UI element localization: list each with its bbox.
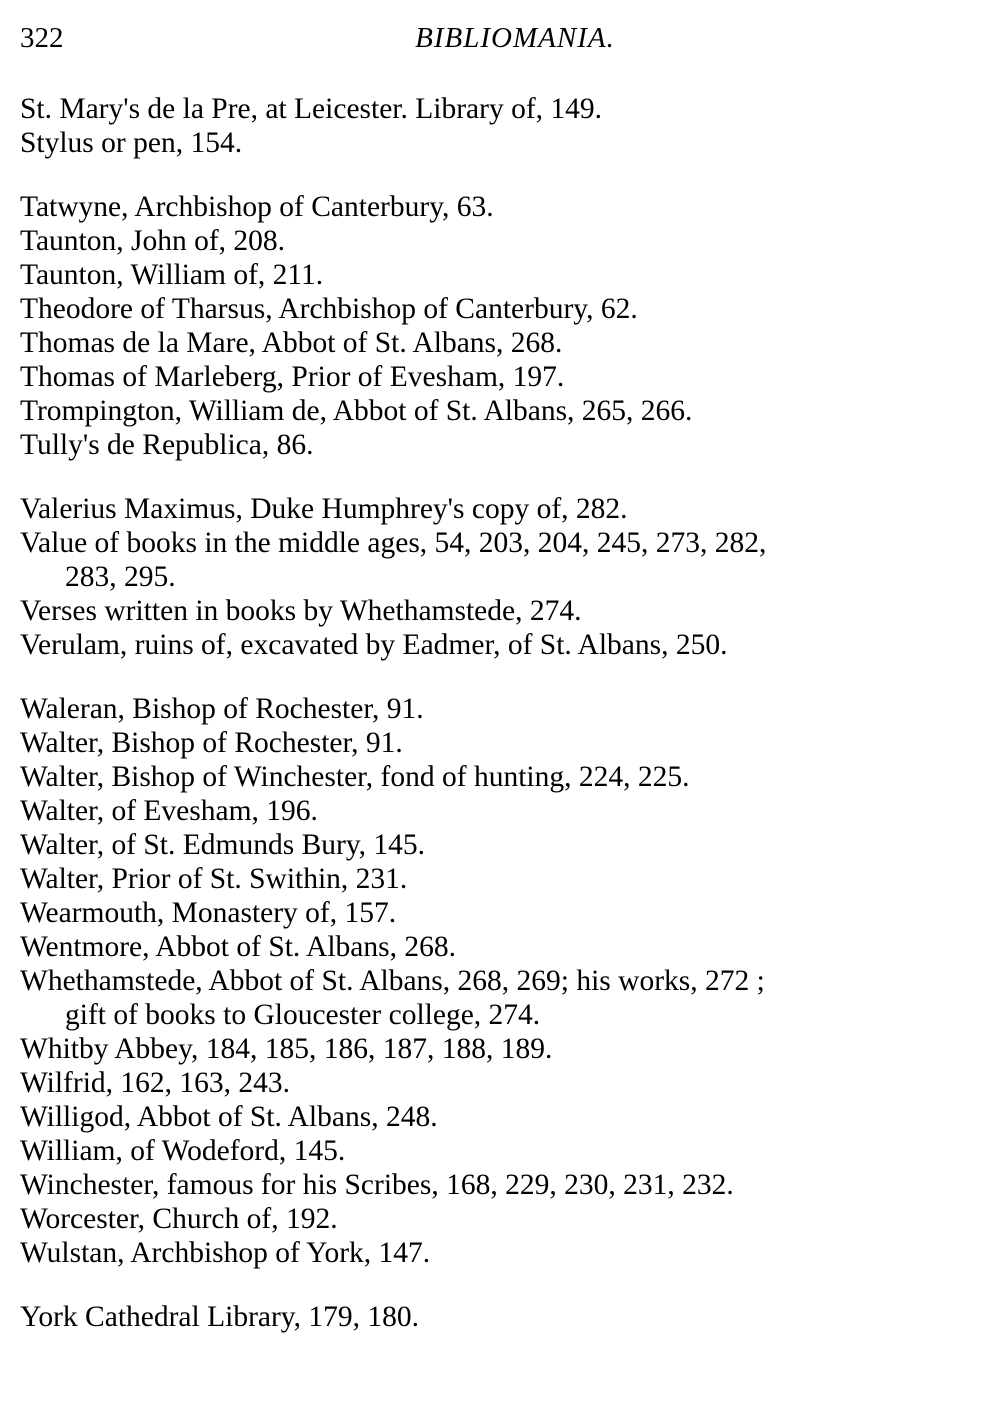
index-entry-line: Trompington, William de, Abbot of St. Al… — [20, 395, 693, 427]
index-entry-line: Thomas of Marleberg, Prior of Evesham, 1… — [20, 361, 565, 393]
index-entry-line: Wulstan, Archbishop of York, 147. — [20, 1237, 431, 1269]
index-entry: Tatwyne, Archbishop of Canterbury, 63. — [20, 190, 980, 224]
index-entry: Waleran, Bishop of Rochester, 91. — [20, 692, 980, 726]
index-entry: Tully's de Republica, 86. — [20, 428, 980, 462]
index-entry-line: Winchester, famous for his Scribes, 168,… — [20, 1169, 734, 1201]
index-entry: Taunton, John of, 208. — [20, 224, 980, 258]
index-entry-line: Stylus or pen, 154. — [20, 127, 243, 159]
index-entry-line: Waleran, Bishop of Rochester, 91. — [20, 693, 424, 725]
index-body: St. Mary's de la Pre, at Leicester. Libr… — [20, 92, 980, 1364]
index-entry: Verulam, ruins of, excavated by Eadmer, … — [20, 628, 980, 662]
index-entry-line: Willigod, Abbot of St. Albans, 248. — [20, 1101, 438, 1133]
index-entry-continuation: 283, 295. — [65, 561, 176, 593]
index-entry-line: Taunton, William of, 211. — [20, 259, 324, 291]
index-entry-line: Taunton, John of, 208. — [20, 225, 286, 257]
index-entry: Walter, of Evesham, 196. — [20, 794, 980, 828]
index-entry: St. Mary's de la Pre, at Leicester. Libr… — [20, 92, 980, 126]
index-entry-line: Wilfrid, 162, 163, 243. — [20, 1067, 291, 1099]
running-title: BIBLIOMANIA. — [415, 22, 615, 54]
index-entry: Walter, Bishop of Winchester, fond of hu… — [20, 760, 980, 794]
index-entry-line: Wearmouth, Monastery of, 157. — [20, 897, 397, 929]
index-entry: Thomas of Marleberg, Prior of Evesham, 1… — [20, 360, 980, 394]
index-entry-line: Whethamstede, Abbot of St. Albans, 268, … — [20, 965, 765, 997]
index-entry-line: Verulam, ruins of, excavated by Eadmer, … — [20, 629, 728, 661]
index-entry: Whethamstede, Abbot of St. Albans, 268, … — [20, 964, 980, 1032]
index-entry: Willigod, Abbot of St. Albans, 248. — [20, 1100, 980, 1134]
index-letter-group: York Cathedral Library, 179, 180. — [20, 1300, 980, 1334]
index-entry: Winchester, famous for his Scribes, 168,… — [20, 1168, 980, 1202]
index-letter-group: Valerius Maximus, Duke Humphrey's copy o… — [20, 492, 980, 662]
index-entry-line: Tatwyne, Archbishop of Canterbury, 63. — [20, 191, 494, 223]
page-header: 322 BIBLIOMANIA. — [20, 22, 980, 62]
index-entry-line: Thomas de la Mare, Abbot of St. Albans, … — [20, 327, 563, 359]
index-entry: Wearmouth, Monastery of, 157. — [20, 896, 980, 930]
index-entry: Trompington, William de, Abbot of St. Al… — [20, 394, 980, 428]
index-entry-line: Walter, Bishop of Winchester, fond of hu… — [20, 761, 690, 793]
index-entry-line: Wentmore, Abbot of St. Albans, 268. — [20, 931, 457, 963]
index-entry: Whitby Abbey, 184, 185, 186, 187, 188, 1… — [20, 1032, 980, 1066]
index-entry-line: William, of Wodeford, 145. — [20, 1135, 346, 1167]
index-entry: Verses written in books by Whethamstede,… — [20, 594, 980, 628]
index-letter-group: St. Mary's de la Pre, at Leicester. Libr… — [20, 92, 980, 160]
page-number: 322 — [20, 22, 64, 54]
index-entry-line: Walter, Prior of St. Swithin, 231. — [20, 863, 408, 895]
index-entry-line: Tully's de Republica, 86. — [20, 429, 314, 461]
index-entry: Stylus or pen, 154. — [20, 126, 980, 160]
index-entry: Walter, of St. Edmunds Bury, 145. — [20, 828, 980, 862]
index-entry: Walter, Prior of St. Swithin, 231. — [20, 862, 980, 896]
index-entry: Walter, Bishop of Rochester, 91. — [20, 726, 980, 760]
index-entry: Value of books in the middle ages, 54, 2… — [20, 526, 980, 594]
index-entry-line: Walter, of Evesham, 196. — [20, 795, 318, 827]
index-entry: William, of Wodeford, 145. — [20, 1134, 980, 1168]
index-entry-line: Theodore of Tharsus, Archbishop of Cante… — [20, 293, 638, 325]
index-entry-line: Valerius Maximus, Duke Humphrey's copy o… — [20, 493, 628, 525]
index-entry: York Cathedral Library, 179, 180. — [20, 1300, 980, 1334]
index-entry: Thomas de la Mare, Abbot of St. Albans, … — [20, 326, 980, 360]
index-entry: Worcester, Church of, 192. — [20, 1202, 980, 1236]
index-entry-continuation: gift of books to Gloucester college, 274… — [65, 999, 541, 1031]
index-entry-line: Walter, of St. Edmunds Bury, 145. — [20, 829, 426, 861]
index-letter-group: Tatwyne, Archbishop of Canterbury, 63. Ta… — [20, 190, 980, 462]
index-entry-line: Worcester, Church of, 192. — [20, 1203, 338, 1235]
index-entry-line: Value of books in the middle ages, 54, 2… — [20, 527, 767, 559]
index-letter-group: Waleran, Bishop of Rochester, 91. Walter,… — [20, 692, 980, 1270]
index-entry: Wilfrid, 162, 163, 243. — [20, 1066, 980, 1100]
index-entry-line: Verses written in books by Whethamstede,… — [20, 595, 582, 627]
index-entry-line: York Cathedral Library, 179, 180. — [20, 1301, 420, 1333]
index-entry-line: Whitby Abbey, 184, 185, 186, 187, 188, 1… — [20, 1033, 553, 1065]
index-entry: Theodore of Tharsus, Archbishop of Cante… — [20, 292, 980, 326]
index-entry: Wentmore, Abbot of St. Albans, 268. — [20, 930, 980, 964]
index-entry-line: Walter, Bishop of Rochester, 91. — [20, 727, 403, 759]
index-entry-line: St. Mary's de la Pre, at Leicester. Libr… — [20, 93, 603, 125]
index-entry: Valerius Maximus, Duke Humphrey's copy o… — [20, 492, 980, 526]
index-entry: Wulstan, Archbishop of York, 147. — [20, 1236, 980, 1270]
index-entry: Taunton, William of, 211. — [20, 258, 980, 292]
